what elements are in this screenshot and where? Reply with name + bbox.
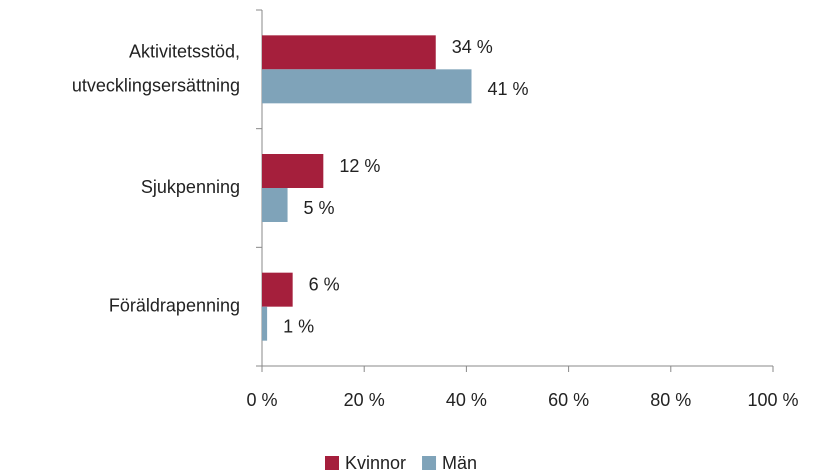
data-label: 12 % [339, 156, 380, 176]
legend-label: Män [442, 453, 477, 473]
category-label: Föräldrapenning [109, 295, 240, 315]
x-tick-label: 0 % [246, 390, 277, 410]
legend-swatch [325, 456, 339, 470]
bar [262, 306, 268, 341]
x-tick-label: 80 % [650, 390, 691, 410]
data-label: 6 % [309, 274, 340, 294]
data-label: 41 % [488, 79, 529, 99]
x-tick-label: 100 % [747, 390, 798, 410]
x-tick-label: 20 % [344, 390, 385, 410]
data-label: 34 % [452, 37, 493, 57]
bar [262, 35, 436, 70]
data-label: 1 % [283, 316, 314, 336]
category-label: Sjukpenning [141, 177, 240, 197]
legend-label: Kvinnor [345, 453, 406, 473]
bar [262, 154, 324, 188]
bar [262, 272, 293, 307]
bar [262, 188, 288, 222]
bar [262, 69, 472, 104]
category-label: Aktivitetsstöd, utvecklingsersättning [72, 41, 240, 95]
data-label: 5 % [304, 198, 335, 218]
legend-swatch [422, 456, 437, 470]
x-tick-label: 60 % [548, 390, 589, 410]
x-tick-label: 40 % [446, 390, 487, 410]
